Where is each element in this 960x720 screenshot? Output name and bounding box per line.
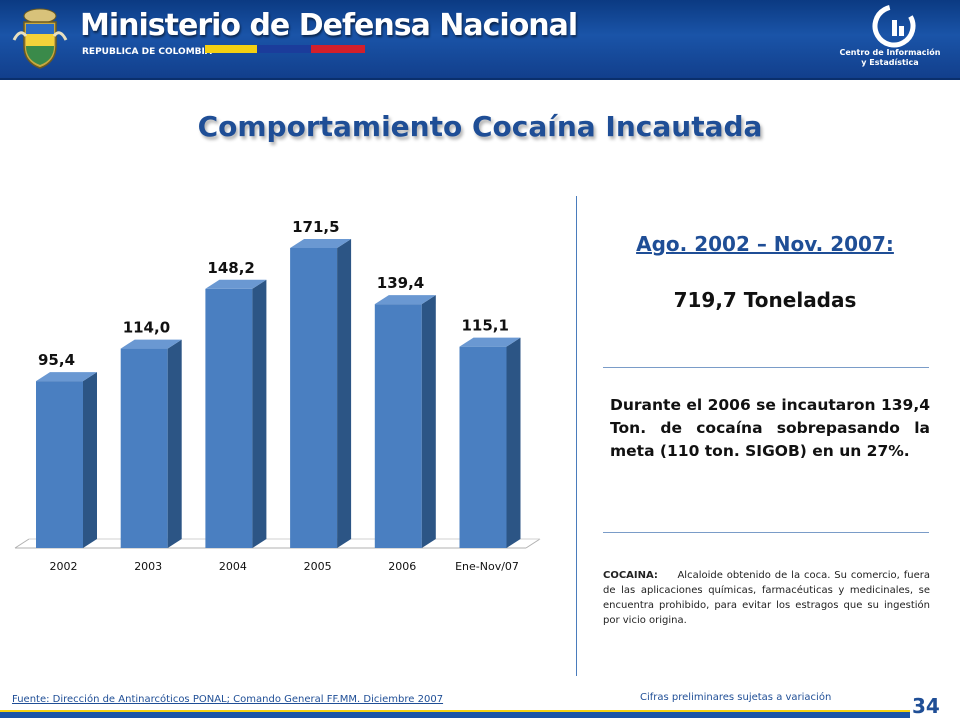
- tick-label-2005: 2005: [304, 560, 332, 573]
- bar-Ene-Nov/07: [459, 346, 507, 548]
- data-label-2002: 95,4: [38, 351, 75, 369]
- definition-block: COCAINA: Alcaloide obtenido de la coca. …: [603, 568, 930, 628]
- total-tonnage: 719,7 Toneladas: [673, 288, 857, 312]
- header-banner: Ministerio de Defensa Nacional REPUBLICA…: [0, 0, 960, 80]
- bar-2004: [205, 288, 253, 548]
- bar-2003: [120, 348, 168, 548]
- x-axis-depth-right: [525, 538, 541, 549]
- data-label-2003: 114,0: [123, 319, 170, 337]
- vertical-divider: [576, 196, 577, 676]
- bar-side-2005: [337, 239, 352, 548]
- flag-stripe: [205, 45, 365, 53]
- bar-top-2003: [120, 339, 182, 349]
- data-label-2005: 171,5: [292, 218, 339, 236]
- info-center-line2: y Estadística: [861, 58, 919, 67]
- info-center-logo-icon: [872, 4, 916, 48]
- x-axis-depth-left: [14, 538, 30, 549]
- coat-of-arms-icon: [12, 8, 68, 69]
- bar-side-2004: [252, 279, 267, 548]
- definition-term: COCAINA:: [603, 570, 658, 581]
- bar-side-Ene-Nov/07: [506, 337, 521, 548]
- tick-label-2006: 2006: [388, 560, 416, 573]
- bar-side-2003: [167, 339, 182, 548]
- period-heading: Ago. 2002 – Nov. 2007:: [636, 232, 894, 256]
- data-label-Ene-Nov/07: 115,1: [462, 317, 509, 335]
- tick-label-2004: 2004: [219, 560, 247, 573]
- info-center-label: Centro de Información y Estadística: [820, 48, 960, 68]
- ministry-brand-title: Ministerio de Defensa Nacional: [80, 8, 578, 43]
- bar-2002: [36, 381, 83, 548]
- bar-top-Ene-Nov/07: [459, 337, 521, 347]
- bar-2005: [290, 248, 338, 548]
- definition-text: Alcaloide obtenido de la coca. Su comerc…: [603, 570, 931, 626]
- page-number: 34: [912, 694, 940, 718]
- summary-note: Durante el 2006 se incautaron 139,4 Ton.…: [610, 396, 930, 460]
- cocaine-seizure-bar-chart: 95,4 2002 114,0 2003 148,2 2004 171,5 2005 139,4…: [14, 218, 541, 573]
- disclaimer-footer: Cifras preliminares sujetas a variación: [640, 692, 832, 703]
- bar-top-2002: [36, 372, 97, 382]
- divider-line-top: [603, 367, 929, 368]
- bar-side-2002: [83, 372, 97, 548]
- data-label-2006: 139,4: [377, 274, 424, 292]
- info-center-line1: Centro de Información: [839, 48, 941, 57]
- source-footer: Fuente: Dirección de Antinarcóticos PONA…: [12, 694, 444, 705]
- bar-side-2006: [421, 295, 436, 548]
- bottom-decorative-bar: [0, 710, 910, 718]
- bar-top-2004: [205, 279, 267, 289]
- bar-top-2006: [374, 295, 436, 305]
- page-title: Comportamiento Cocaína Incautada: [197, 110, 763, 143]
- data-label-2004: 148,2: [207, 259, 254, 277]
- divider-line-bottom: [603, 532, 929, 533]
- tick-label-2002: 2002: [50, 560, 78, 573]
- bar-2006: [374, 304, 422, 548]
- tick-label-Ene-Nov/07: Ene-Nov/07: [455, 560, 519, 573]
- bar-top-2005: [290, 239, 352, 248]
- republic-subtitle: REPUBLICA DE COLOMBIA: [82, 47, 212, 57]
- tick-label-2003: 2003: [134, 560, 162, 573]
